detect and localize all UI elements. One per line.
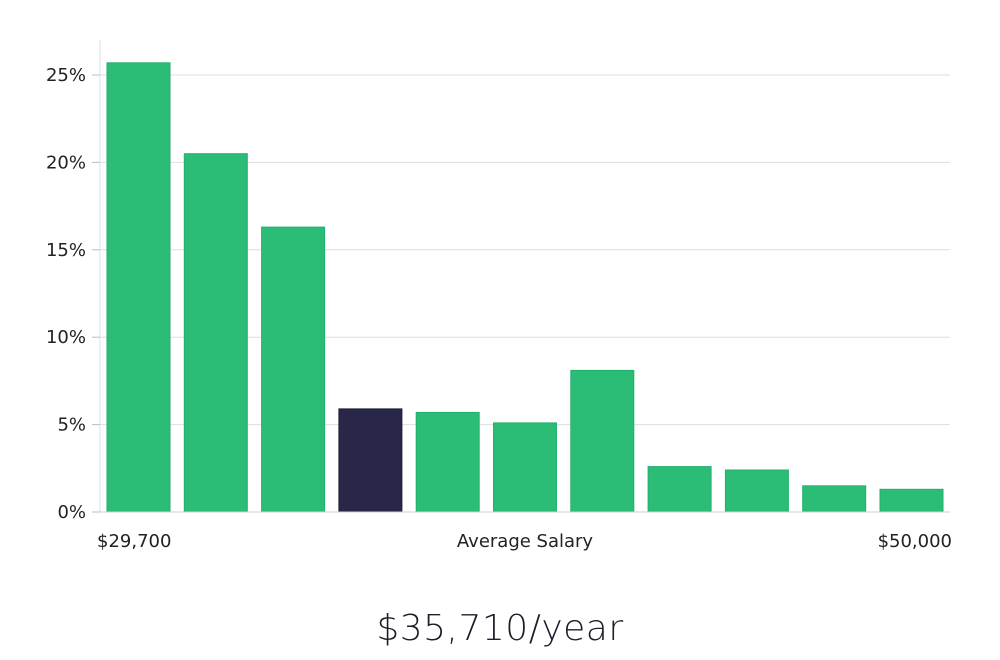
x-axis-title: Average Salary [457,531,594,552]
bar [106,62,171,513]
y-tick-label: 5% [57,415,86,436]
bar [415,411,480,513]
y-tick-labels: 0% 5% 10% 15% 20% 25% [46,65,100,523]
average-salary-value: $35,710/year [376,608,624,649]
y-tick-label: 10% [46,327,86,348]
bar [261,226,326,513]
bar-highlighted [338,408,403,513]
salary-histogram: 0%5%10%15%20%25% $29,700 Average Salary … [46,40,952,552]
x-min-label: $29,700 [97,531,171,552]
y-tick-label: 25% [46,65,86,86]
bars [106,62,944,513]
bar [183,153,248,513]
y-tick-label: 0% [57,502,86,523]
x-max-label: $50,000 [878,531,952,552]
bar [570,369,635,513]
bar [802,485,867,513]
bar [879,488,944,513]
bar [647,466,712,513]
bar [724,469,789,513]
y-tick-label: 15% [46,240,86,261]
y-tick-label: 20% [46,152,86,173]
bar [493,422,557,513]
